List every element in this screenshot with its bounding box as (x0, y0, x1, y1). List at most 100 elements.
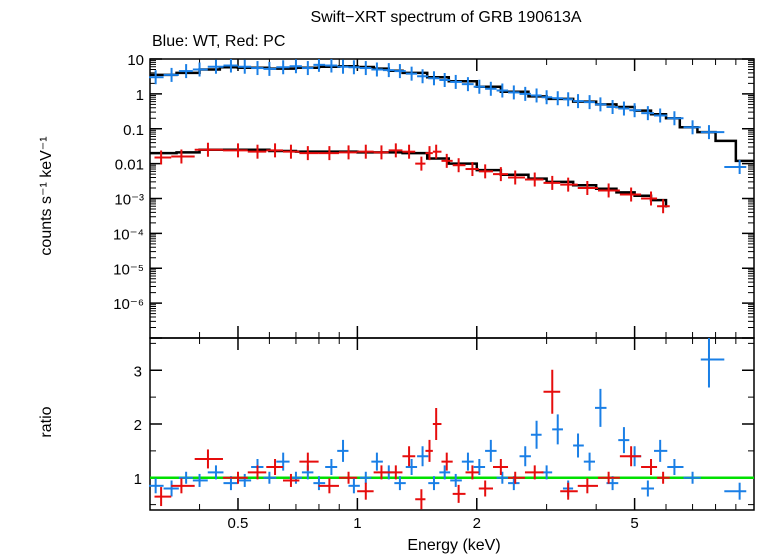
y-tick-label: 10 (127, 52, 144, 69)
pc-spectrum-point (641, 191, 658, 206)
wt-spectrum-point (251, 61, 264, 76)
pc-spectrum-point (194, 142, 223, 157)
pc-spectrum-point (657, 199, 670, 214)
pc-ratio-point (465, 465, 479, 480)
pc-ratio-point (194, 449, 223, 469)
pc-ratio-point (388, 465, 403, 480)
wt-spectrum-point (337, 59, 349, 74)
wt-ratio-point (263, 471, 277, 484)
wt-spectrum-point (192, 62, 208, 77)
x-tick-label: 0.5 (228, 515, 249, 532)
wt-ratio-point (371, 452, 383, 471)
wt-ratio-point (667, 459, 684, 475)
x-tick-label: 1 (353, 515, 361, 532)
pc-ratio-point (441, 452, 453, 471)
wt-ratio-point (439, 465, 451, 480)
pc-spectrum-point (318, 146, 339, 161)
pc-ratio-point (247, 465, 267, 480)
pc-ratio-point (266, 459, 283, 475)
wt-model-line (150, 64, 754, 163)
wt-spectrum-point (541, 90, 553, 105)
wt-spectrum-point (439, 72, 451, 87)
pc-ratio-point (524, 465, 544, 480)
pc-spectrum-point (247, 144, 267, 159)
wt-spectrum-point (289, 59, 302, 74)
wt-ratio-point (473, 459, 486, 475)
pc-model-line (150, 148, 668, 208)
wt-ratio-point (237, 473, 252, 487)
wt-ratio-point (496, 471, 509, 484)
y-tick-label: 3 (134, 363, 142, 380)
wt-spectrum-point (700, 125, 725, 140)
wt-ratio-point (530, 420, 542, 449)
pc-ratio-point (577, 478, 598, 494)
pc-ratio-point (282, 473, 300, 487)
pc-ratio-point (402, 446, 416, 467)
pc-spectrum-point (222, 143, 248, 158)
pc-spectrum-point (299, 146, 319, 161)
wt-ratio-point (450, 473, 462, 487)
pc-spectrum-point (154, 150, 172, 165)
wt-spectrum-point (496, 83, 509, 98)
wt-spectrum-point (178, 64, 193, 79)
wt-ratio-point (618, 427, 630, 454)
pc-ratio-point (619, 446, 642, 467)
wt-spectrum-point (519, 86, 531, 101)
wt-spectrum-point (667, 111, 684, 126)
wt-spectrum-point (485, 81, 497, 96)
pc-ratio-point (171, 478, 195, 494)
pc-spectrum-point (415, 156, 426, 171)
pc-spectrum-point (425, 146, 433, 161)
wt-spectrum-point (223, 59, 238, 73)
pc-ratio-point (543, 369, 561, 414)
x-axis-label: Energy (keV) (407, 537, 500, 554)
wt-spectrum-point (683, 120, 701, 135)
y-tick-label: 0.01 (115, 157, 144, 174)
pc-spectrum-point (508, 170, 525, 185)
pc-spectrum-point (465, 162, 479, 177)
wt-spectrum-point (325, 59, 338, 73)
pc-spectrum-point (524, 172, 544, 187)
wt-ratio-point (683, 471, 701, 484)
wt-spectrum-point (641, 106, 655, 121)
wt-spectrum-point (552, 91, 563, 106)
pc-ratio-point (432, 408, 442, 440)
wt-spectrum-point (595, 97, 607, 112)
wt-ratio-point (149, 478, 164, 494)
wt-ratio-point (348, 478, 360, 494)
pc-ratio-point (478, 480, 494, 497)
pc-ratio-point (338, 471, 358, 484)
wt-spectrum-point (629, 103, 642, 118)
pc-ratio-point (299, 452, 319, 471)
wt-ratio-point (700, 338, 725, 388)
x-tick-label: 5 (630, 515, 638, 532)
pc-spectrum-point (388, 143, 403, 158)
wt-spectrum-point (508, 85, 520, 100)
wt-spectrum-point (450, 74, 462, 89)
wt-spectrum-point (724, 160, 747, 175)
wt-spectrum-point (428, 71, 440, 86)
pc-ratio-point (222, 471, 248, 484)
y-tick-label: 1 (136, 87, 144, 104)
pc-ratio-point (357, 482, 374, 500)
wt-ratio-point (178, 471, 193, 484)
wt-ratio-point (192, 473, 208, 487)
wt-spectrum-point (573, 94, 584, 109)
pc-ratio-point (415, 489, 426, 510)
wt-spectrum-point (461, 77, 474, 92)
y-tick-label: 2 (134, 417, 142, 434)
wt-spectrum-point (263, 61, 277, 76)
ratio-panel: 0.5 1 2 5 1 2 3 (134, 337, 755, 532)
wt-ratio-point (337, 439, 349, 462)
x-tick-label: 2 (473, 515, 481, 532)
pc-ratio-point (493, 459, 509, 475)
pc-ratio-point (452, 484, 466, 503)
wt-ratio-point (207, 465, 224, 480)
wt-spectrum-point (562, 92, 574, 107)
wt-spectrum-point (606, 100, 619, 115)
pc-spectrum-point (597, 183, 620, 198)
pc-spectrum-point (402, 144, 416, 159)
wt-ratio-point (313, 476, 326, 491)
wt-ratio-point (552, 414, 563, 445)
wt-spectrum-point (530, 88, 542, 103)
